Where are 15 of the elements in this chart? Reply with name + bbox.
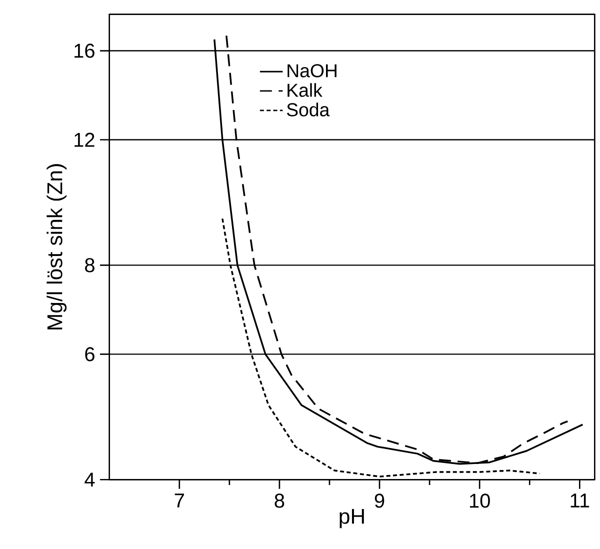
x-tick-label: 9 [374, 494, 384, 508]
y-tick-label: 8 [85, 258, 94, 272]
x-tick-label: 7 [174, 494, 184, 508]
x-axis-title: pH [340, 509, 364, 528]
y-tick-label: 6 [85, 347, 94, 362]
legend-label: NaOH [288, 64, 336, 78]
x-tick-label: 10 [470, 494, 490, 508]
y-tick-label: 16 [74, 44, 94, 58]
legend-label: Kalk [288, 83, 322, 97]
y-axis-title: Mg/l löst sink (Zn) [46, 164, 67, 330]
y-tick-label: 4 [84, 472, 95, 487]
x-tick-label: 11 [570, 494, 590, 508]
legend-label: Soda [286, 102, 330, 116]
x-tick-label: 8 [274, 494, 284, 508]
y-tick-label: 12 [74, 132, 94, 147]
